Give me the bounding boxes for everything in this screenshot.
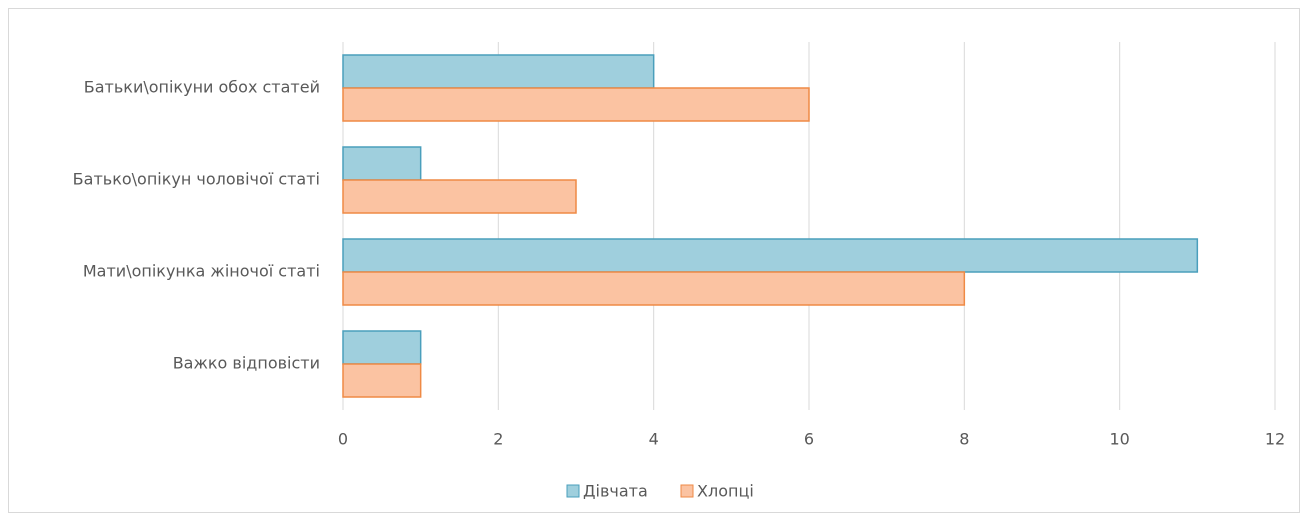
x-tick-label: 10 (1109, 430, 1129, 449)
legend-swatch (680, 484, 694, 498)
legend-label: Хлопці (697, 482, 754, 501)
legend-swatch (566, 484, 580, 498)
x-tick-label: 8 (959, 430, 969, 449)
legend-label: Дівчата (583, 482, 648, 501)
bar (342, 87, 810, 122)
bar (342, 330, 422, 365)
bar (342, 179, 577, 214)
bar (342, 146, 422, 181)
x-tick-label: 0 (338, 430, 348, 449)
y-tick-label: Батько\опікун чоловічої статі (73, 170, 320, 189)
x-tick-label: 6 (804, 430, 814, 449)
y-tick-label: Мати\опікунка жіночої статі (83, 262, 320, 281)
x-tick-label: 2 (493, 430, 503, 449)
y-tick-label: Батьки\опікуни обох статей (84, 78, 320, 97)
x-tick-label: 12 (1265, 430, 1285, 449)
bar (342, 271, 966, 306)
bar (342, 363, 422, 398)
x-tick-label: 4 (649, 430, 659, 449)
y-tick-label: Важко відповісти (173, 354, 320, 373)
bar (342, 238, 1199, 273)
bar (342, 54, 655, 89)
